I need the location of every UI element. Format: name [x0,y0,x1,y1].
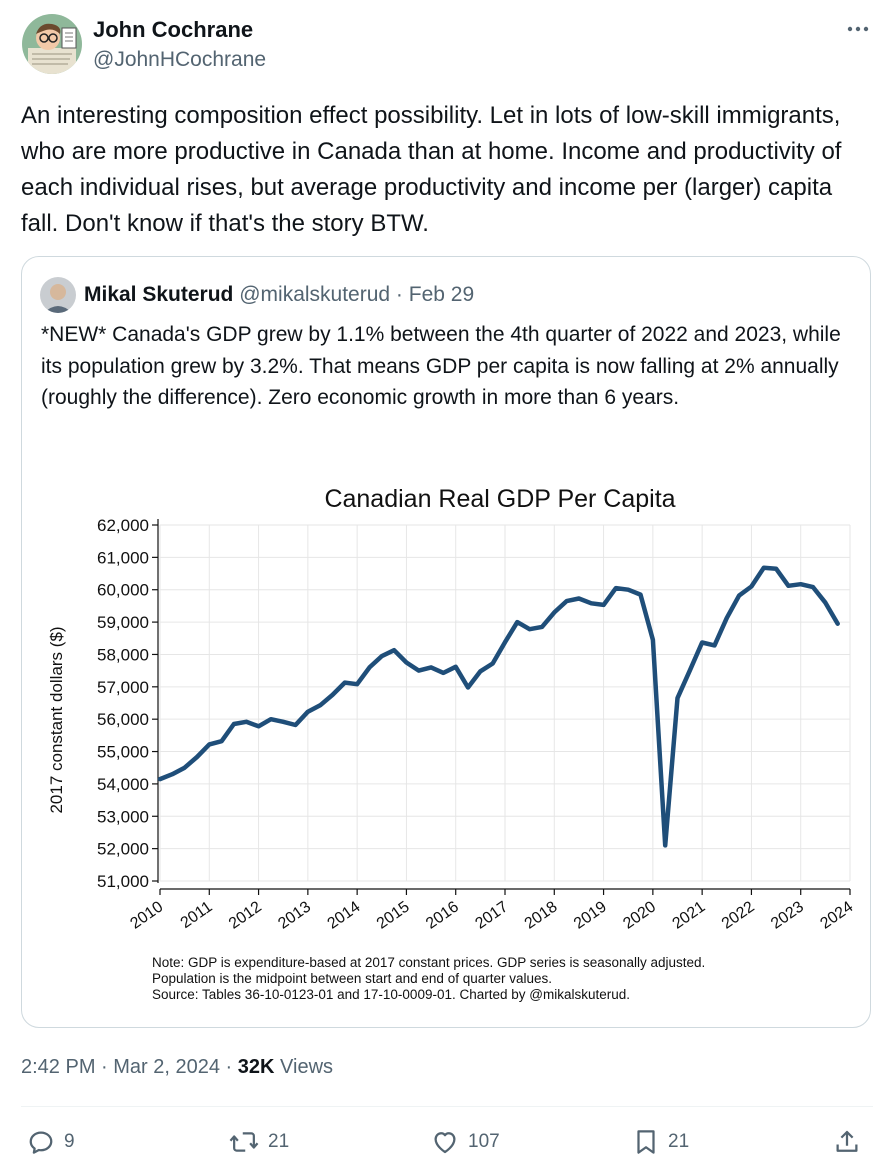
y-axis-label: 2017 constant dollars ($) [47,626,66,813]
x-tick-label: 2024 [817,898,856,932]
reply-button[interactable]: 9 [26,1124,75,1160]
y-tick-label: 53,000 [97,807,149,826]
quoted-author-name[interactable]: Mikal Skuterud [84,283,234,306]
tweet-text: An interesting composition effect possib… [21,102,842,237]
tweet-timestamp: 2:42 PM · Mar 2, 2024 · 32K Views [21,1056,333,1079]
x-tick-label: 2016 [423,898,462,932]
y-tick-label: 52,000 [97,840,149,859]
y-axis-ticks: 51,000 52,000 53,000 54,000 55,000 56,000 57,0… [97,516,158,891]
x-tick-label: 2017 [472,898,511,932]
views-count: 32K [237,1056,275,1078]
x-tick-label: 2014 [325,898,364,932]
x-tick-label: 2013 [275,898,314,932]
quoted-tweet-text: *NEW* Canada's GDP grew by 1.1% between … [41,323,841,409]
gdp-series-line [157,565,840,848]
cartoon-avatar-icon [22,14,82,74]
repost-count: 21 [268,1131,290,1152]
chart-grid [159,524,851,882]
like-button[interactable]: 107 [430,1124,500,1160]
y-tick-label: 60,000 [97,581,149,600]
repost-button[interactable]: 21 [228,1124,289,1160]
x-tick-label: 2019 [571,898,610,932]
reply-icon [29,1131,53,1154]
y-tick-label: 54,000 [97,775,149,794]
bookmark-icon [637,1130,655,1154]
chart-title: Canadian Real GDP Per Capita [324,485,675,513]
repost-icon [229,1132,259,1152]
y-tick-label: 56,000 [97,710,149,729]
chart-note-line-3: Source: Tables 36-10-0123-01 and 17-10-0… [152,987,630,1002]
y-tick-label: 51,000 [97,872,149,891]
chart-axes [157,519,850,890]
x-tick-label: 2020 [620,898,659,932]
x-tick-label: 2018 [522,898,561,932]
heart-icon [434,1132,456,1154]
x-tick-label: 2015 [374,898,413,932]
share-button[interactable] [832,1124,862,1160]
gdp-chart[interactable]: Canadian Real GDP Per Capita 51,000 52,00… [32,457,860,1017]
chart-note-line-1: Note: GDP is expenditure-based at 2017 c… [152,955,705,970]
y-tick-label: 62,000 [97,516,149,535]
series-points [160,568,838,846]
more-button[interactable] [838,14,878,44]
x-tick-label: 2022 [719,898,758,932]
y-tick-label: 58,000 [97,645,149,664]
x-tick-label: 2011 [178,898,216,932]
y-tick-label: 57,000 [97,678,149,697]
x-tick-label: 2012 [226,898,265,932]
views-label: Views [274,1056,334,1078]
x-tick-label: 2021 [670,898,709,932]
quoted-separator: · [390,283,409,306]
bookmark-count: 21 [668,1131,690,1152]
bookmark-button[interactable]: 21 [632,1124,689,1160]
y-tick-label: 61,000 [97,548,149,567]
quoted-tweet[interactable]: Mikal Skuterud @mikalskuterud · Feb 29 *… [21,256,871,1028]
quoted-date[interactable]: Feb 29 [408,283,475,306]
author-handle[interactable]: @JohnHCochrane [93,48,267,71]
divider [21,1106,873,1107]
reply-count: 9 [64,1131,75,1152]
like-count: 107 [468,1131,500,1152]
chart-note-line-2: Population is the midpoint between start… [152,971,552,986]
x-axis-ticks: 2010 2011 2012 2013 2014 2015 2016 2017 2018 2019… [127,889,856,933]
author-name[interactable]: John Cochrane [93,17,254,42]
x-tick-label: 2010 [127,898,166,932]
y-tick-label: 55,000 [97,743,149,762]
photo-avatar-icon [40,277,76,313]
timestamp-text[interactable]: 2:42 PM · Mar 2, 2024 · [21,1056,238,1078]
quoted-tweet-header: Mikal Skuterud @mikalskuterud · Feb 29 [84,283,474,307]
quoted-author-handle[interactable]: @mikalskuterud [239,283,391,306]
x-tick-label: 2023 [768,898,807,932]
author-avatar[interactable] [22,14,82,74]
more-icon [847,26,869,32]
share-icon [836,1130,858,1152]
y-tick-label: 59,000 [97,613,149,632]
quoted-author-avatar[interactable] [40,277,76,313]
